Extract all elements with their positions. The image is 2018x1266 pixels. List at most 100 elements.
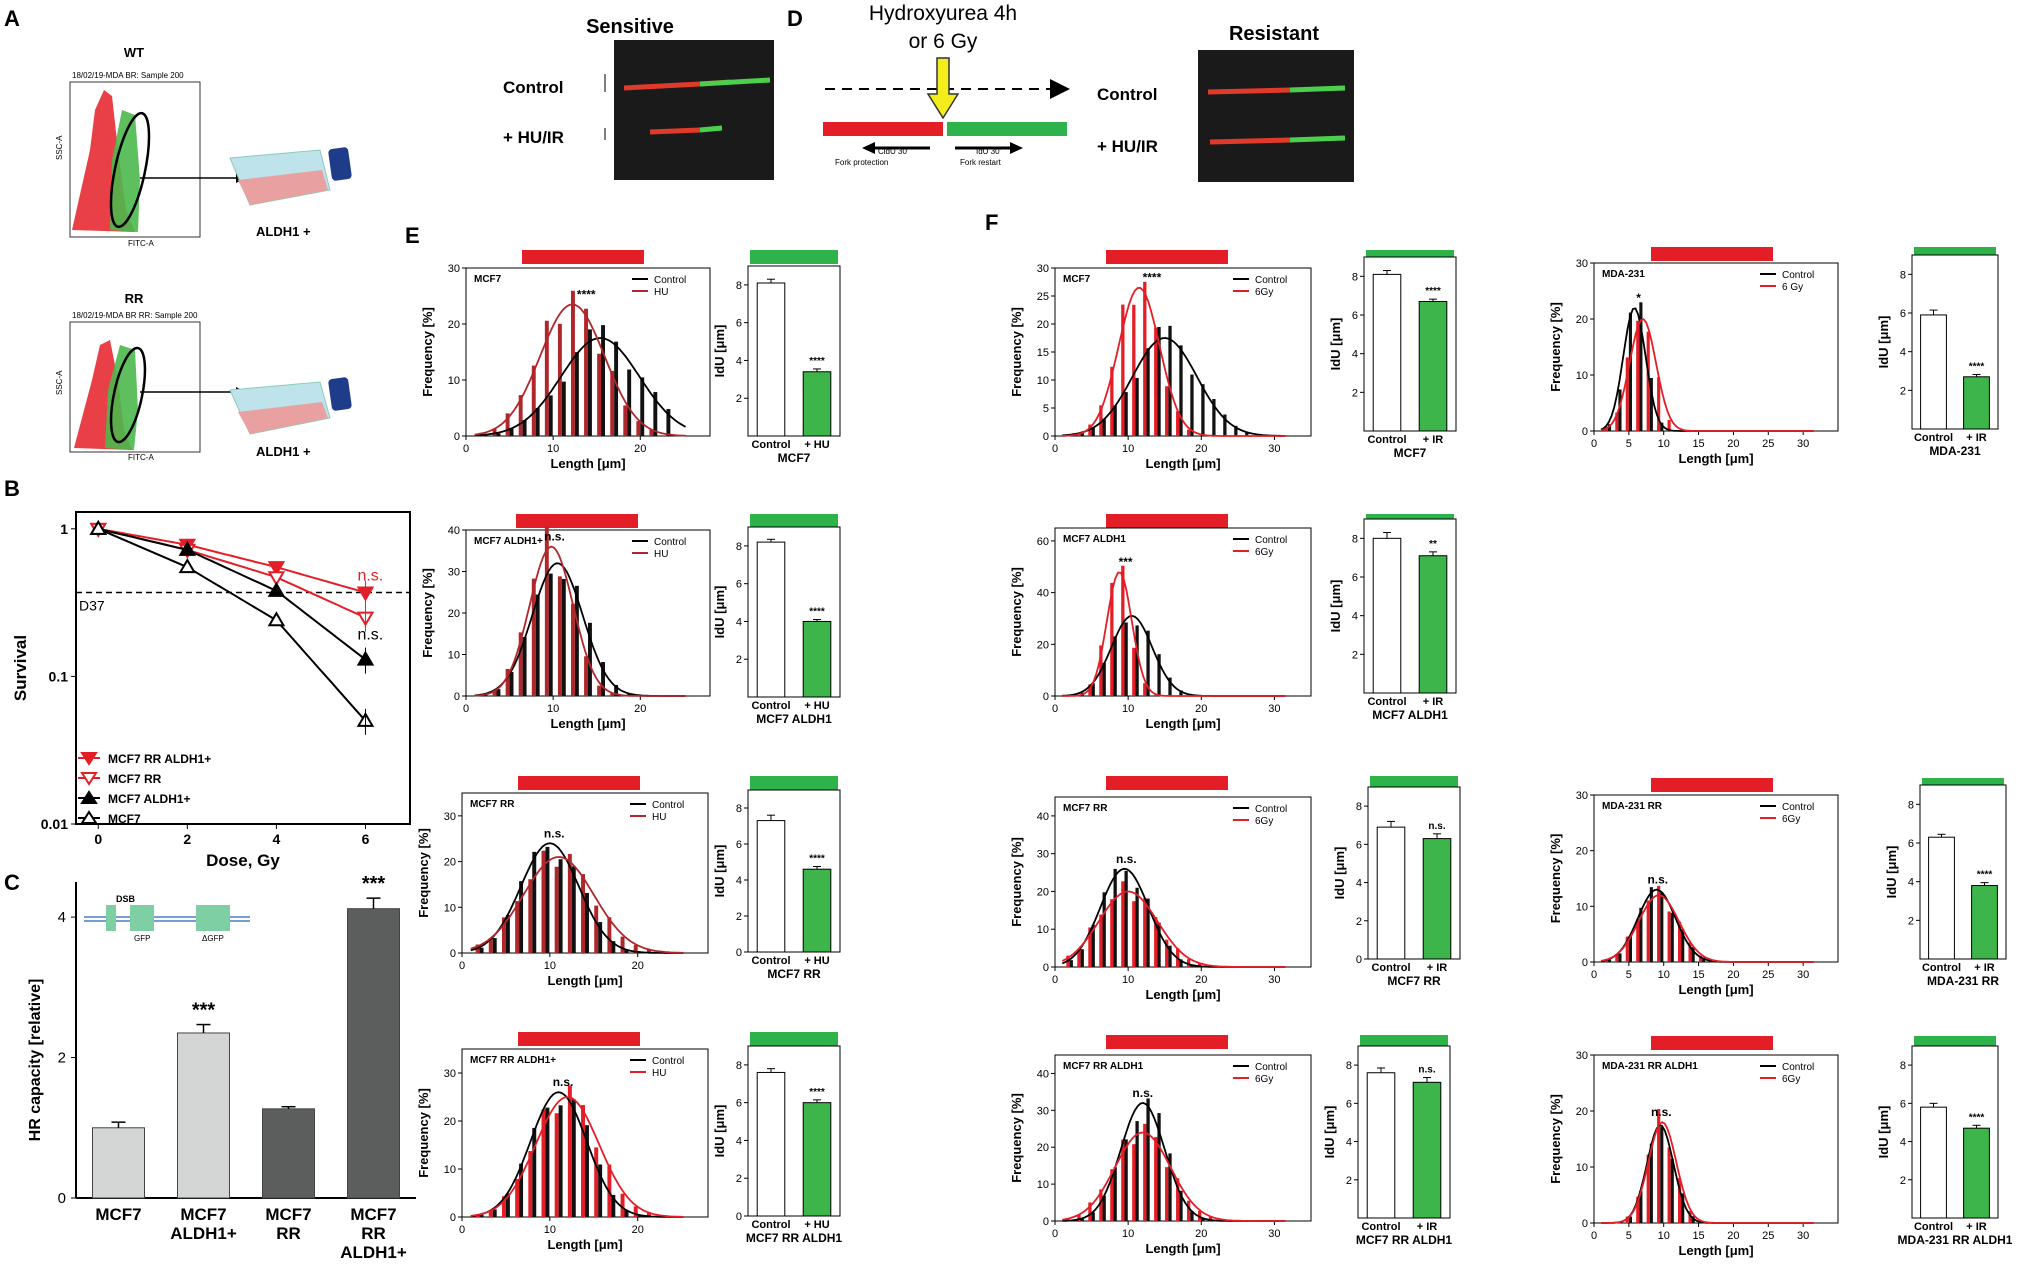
histogram-bar-treated [584,656,588,696]
histogram-bar-treated [501,1196,506,1217]
histogram-bar-treated [1678,1178,1682,1223]
idu-y-tick-label: 8 [736,803,742,815]
histogram-bar-control [666,409,671,436]
histogram-significance: *** [1119,555,1133,569]
legend-control-label: Control [1255,535,1287,546]
legend-control-label: Control [1255,1062,1287,1073]
x-tick-label: 15 [1692,438,1704,450]
histogram-bar-treated [1636,919,1640,962]
b-x-tick-label: 0 [94,831,102,847]
legend-treated-label: 6Gy [1782,814,1800,825]
b-series-line [97,527,367,722]
histogram-panel-e2: 0 10 20 30 40 0 10 20 Length [μm] Frequency [%] MC… [420,514,841,731]
histogram-bar-control [1179,959,1183,967]
resistant-fiber-image [1198,50,1354,182]
b-ylabel: Survival [11,635,30,701]
idu-y-tick-label: 2 [1908,915,1914,927]
d-title-line2: or 6 Gy [909,30,978,53]
histogram-bar-control [1628,935,1632,962]
idu-category-label: + IR [1974,962,1995,974]
legend-treated-label: HU [652,812,666,823]
idu-ylabel: IdU [μm] [712,586,727,639]
d-right-arrow-head [1010,142,1023,154]
histogram-bar-control [1091,924,1095,967]
idu-ylabel: IdU [μm] [1328,318,1343,371]
idu-bar-control [1376,826,1406,960]
c-y-tick-label: 2 [58,1050,66,1067]
histogram-bar-control [1660,1127,1664,1223]
y-tick-label: 20 [1576,1106,1588,1118]
idu-y-tick-label: 6 [1908,838,1914,850]
histogram-bar-control [1190,964,1194,967]
idu-y-tick-label: 6 [1352,310,1358,322]
b-series-line [98,527,367,661]
idu-category-label: + IR [1423,696,1444,708]
histogram-bar-control [1670,1158,1674,1223]
fit-curve-treated [1061,890,1286,968]
idu-bar-control [1372,537,1402,694]
legend-control-label: Control [1782,802,1814,813]
c-y-tick-label: 0 [58,1190,66,1207]
histogram-bar-treated [1154,694,1158,696]
histogram-bar-control [1157,922,1161,967]
idu-ylabel: IdU [μm] [1876,1106,1891,1159]
histogram-bar-control [535,407,540,436]
histogram-bar-control [1639,907,1643,962]
idu-label-bar [750,250,838,264]
histogram-bar-treated [610,693,615,696]
idu-bar-treated [1418,555,1448,694]
histogram-bar-control [574,352,579,436]
x-tick-label: 25 [1762,969,1774,981]
y-tick-label: 20 [1037,1142,1049,1154]
fit-curve-treated [1062,571,1286,697]
histogram-bar-control [1190,374,1194,436]
histogram-bar-control [535,594,540,696]
idu-bar-treated [802,868,832,953]
idu-ylabel: IdU [μm] [1322,1106,1337,1159]
y-tick-label: 10 [1037,375,1049,387]
d-fork-restart: Fork restart [960,158,1002,167]
b-y-tick-label: 0.1 [49,668,69,684]
c-bar [347,908,400,1199]
y-tick-label: 20 [1576,846,1588,858]
histogram-bar-control [1179,690,1183,696]
wt-ylabel: SSC-A [55,135,64,160]
x-tick-label: 30 [1268,703,1280,715]
y-tick-label: 10 [444,902,456,914]
c-category-line: MCF7 [265,1205,311,1224]
histogram-bar-control [1168,1153,1172,1221]
histogram-frame [1593,262,1839,432]
fit-curve-control [1062,337,1286,437]
histogram-bar-control [1670,912,1674,962]
legend-treated-label: 6Gy [1255,1074,1273,1085]
sensitive-control-label: Control [503,78,563,97]
histogram-bar-control [1124,622,1128,696]
histogram-title: MDA-231 RR [1602,801,1663,812]
sensitive-treated-fiber-green [699,125,723,133]
idu-bar-control [756,541,786,698]
histogram-bar-treated [1688,942,1692,962]
y-tick-label: 20 [444,857,456,869]
histogram-xlabel: Length [μm] [550,716,625,731]
b-legend-label: MCF7 ALDH1+ [108,792,191,806]
x-tick-label: 0 [1591,438,1597,450]
y-tick-label: 10 [1576,901,1588,913]
fit-curve-control [470,842,684,954]
c-significance: *** [362,873,386,895]
histogram-bar-treated [1197,963,1202,967]
histogram-bar-treated [1110,366,1114,436]
histogram-bar-treated [515,1178,520,1217]
idu-category-label: + IR [1417,1221,1438,1233]
legend-treated-label: HU [652,1068,666,1079]
histogram-bar-treated [1667,420,1671,431]
idu-y-tick-label: 8 [1908,799,1914,811]
histogram-ylabel: Frequency [%] [416,1088,431,1178]
x-tick-label: 10 [1122,703,1134,715]
histogram-bar-treated [1143,898,1147,967]
legend-control-label: Control [652,800,684,811]
histogram-bar-treated [505,668,510,696]
histogram-bar-control [1639,1190,1643,1223]
histogram-bar-control [574,585,579,696]
x-tick-label: 10 [544,960,556,972]
